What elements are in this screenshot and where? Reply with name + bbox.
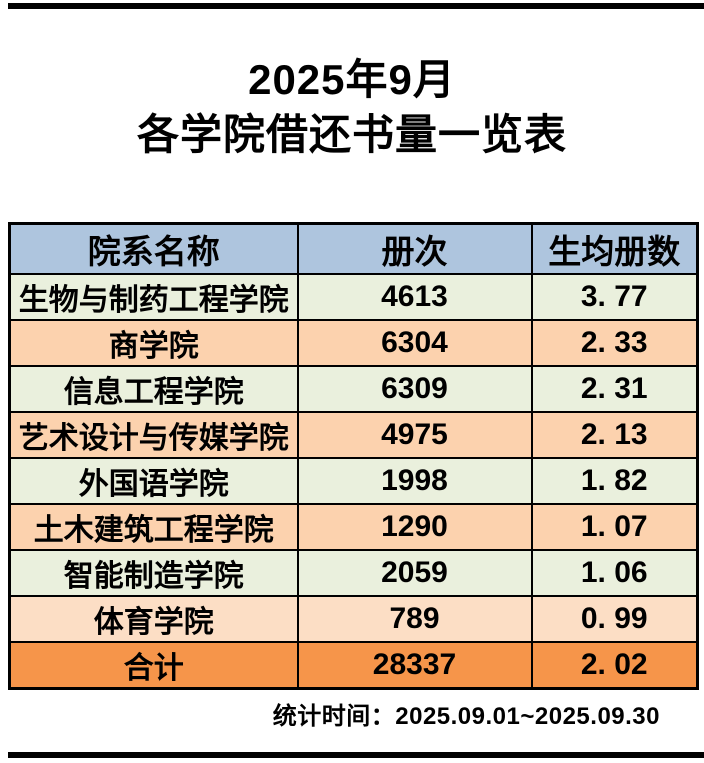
- per-student-cell: 1. 82: [530, 457, 699, 505]
- page-title-line2: 各学院借还书量一览表: [136, 111, 567, 158]
- table-row: 艺术设计与传媒学院 4975 2. 13: [8, 411, 699, 459]
- total-label-cell: 合计: [8, 641, 299, 690]
- department-cell: 体育学院: [8, 595, 299, 643]
- header-cell-department: 院系名称: [8, 222, 299, 275]
- department-cell: 智能制造学院: [8, 549, 299, 597]
- table-total-row: 合计 28337 2. 02: [8, 641, 699, 690]
- count-cell: 4613: [296, 273, 533, 321]
- table-row: 生物与制药工程学院 4613 3. 77: [8, 273, 699, 321]
- total-per-student-cell: 2. 02: [530, 641, 699, 690]
- stats-period-label: 统计时间：2025.09.01~2025.09.30: [272, 703, 660, 730]
- table-row: 信息工程学院 6309 2. 31: [8, 365, 699, 413]
- bottom-divider-rule: [8, 752, 704, 758]
- header-cell-count: 册次: [296, 222, 533, 275]
- table-row: 体育学院 789 0. 99: [8, 595, 699, 643]
- department-cell: 生物与制药工程学院: [8, 273, 299, 321]
- table-row: 商学院 6304 2. 33: [8, 319, 699, 367]
- table-row: 外国语学院 1998 1. 82: [8, 457, 699, 505]
- per-student-cell: 3. 77: [530, 273, 699, 321]
- department-cell: 信息工程学院: [8, 365, 299, 413]
- per-student-cell: 2. 33: [530, 319, 699, 367]
- table-row: 土木建筑工程学院 1290 1. 07: [8, 503, 699, 551]
- per-student-cell: 2. 13: [530, 411, 699, 459]
- page-title-line1: 2025年9月: [248, 56, 456, 103]
- header-cell-per-student: 生均册数: [530, 222, 699, 275]
- per-student-cell: 1. 06: [530, 549, 699, 597]
- borrow-return-stats-table: 院系名称 册次 生均册数 生物与制药工程学院 4613 3. 77 商学院 63…: [8, 222, 699, 690]
- count-cell: 6304: [296, 319, 533, 367]
- count-cell: 789: [296, 595, 533, 643]
- total-count-cell: 28337: [296, 641, 533, 690]
- department-cell: 土木建筑工程学院: [8, 503, 299, 551]
- per-student-cell: 1. 07: [530, 503, 699, 551]
- per-student-cell: 0. 99: [530, 595, 699, 643]
- table-header-row: 院系名称 册次 生均册数: [8, 222, 699, 275]
- page-title: 2025年9月 各学院借还书量一览表: [0, 52, 704, 162]
- count-cell: 1998: [296, 457, 533, 505]
- department-cell: 外国语学院: [8, 457, 299, 505]
- count-cell: 6309: [296, 365, 533, 413]
- count-cell: 4975: [296, 411, 533, 459]
- department-cell: 商学院: [8, 319, 299, 367]
- top-divider-rule: [8, 3, 704, 9]
- table-row: 智能制造学院 2059 1. 06: [8, 549, 699, 597]
- count-cell: 1290: [296, 503, 533, 551]
- count-cell: 2059: [296, 549, 533, 597]
- per-student-cell: 2. 31: [530, 365, 699, 413]
- department-cell: 艺术设计与传媒学院: [8, 411, 299, 459]
